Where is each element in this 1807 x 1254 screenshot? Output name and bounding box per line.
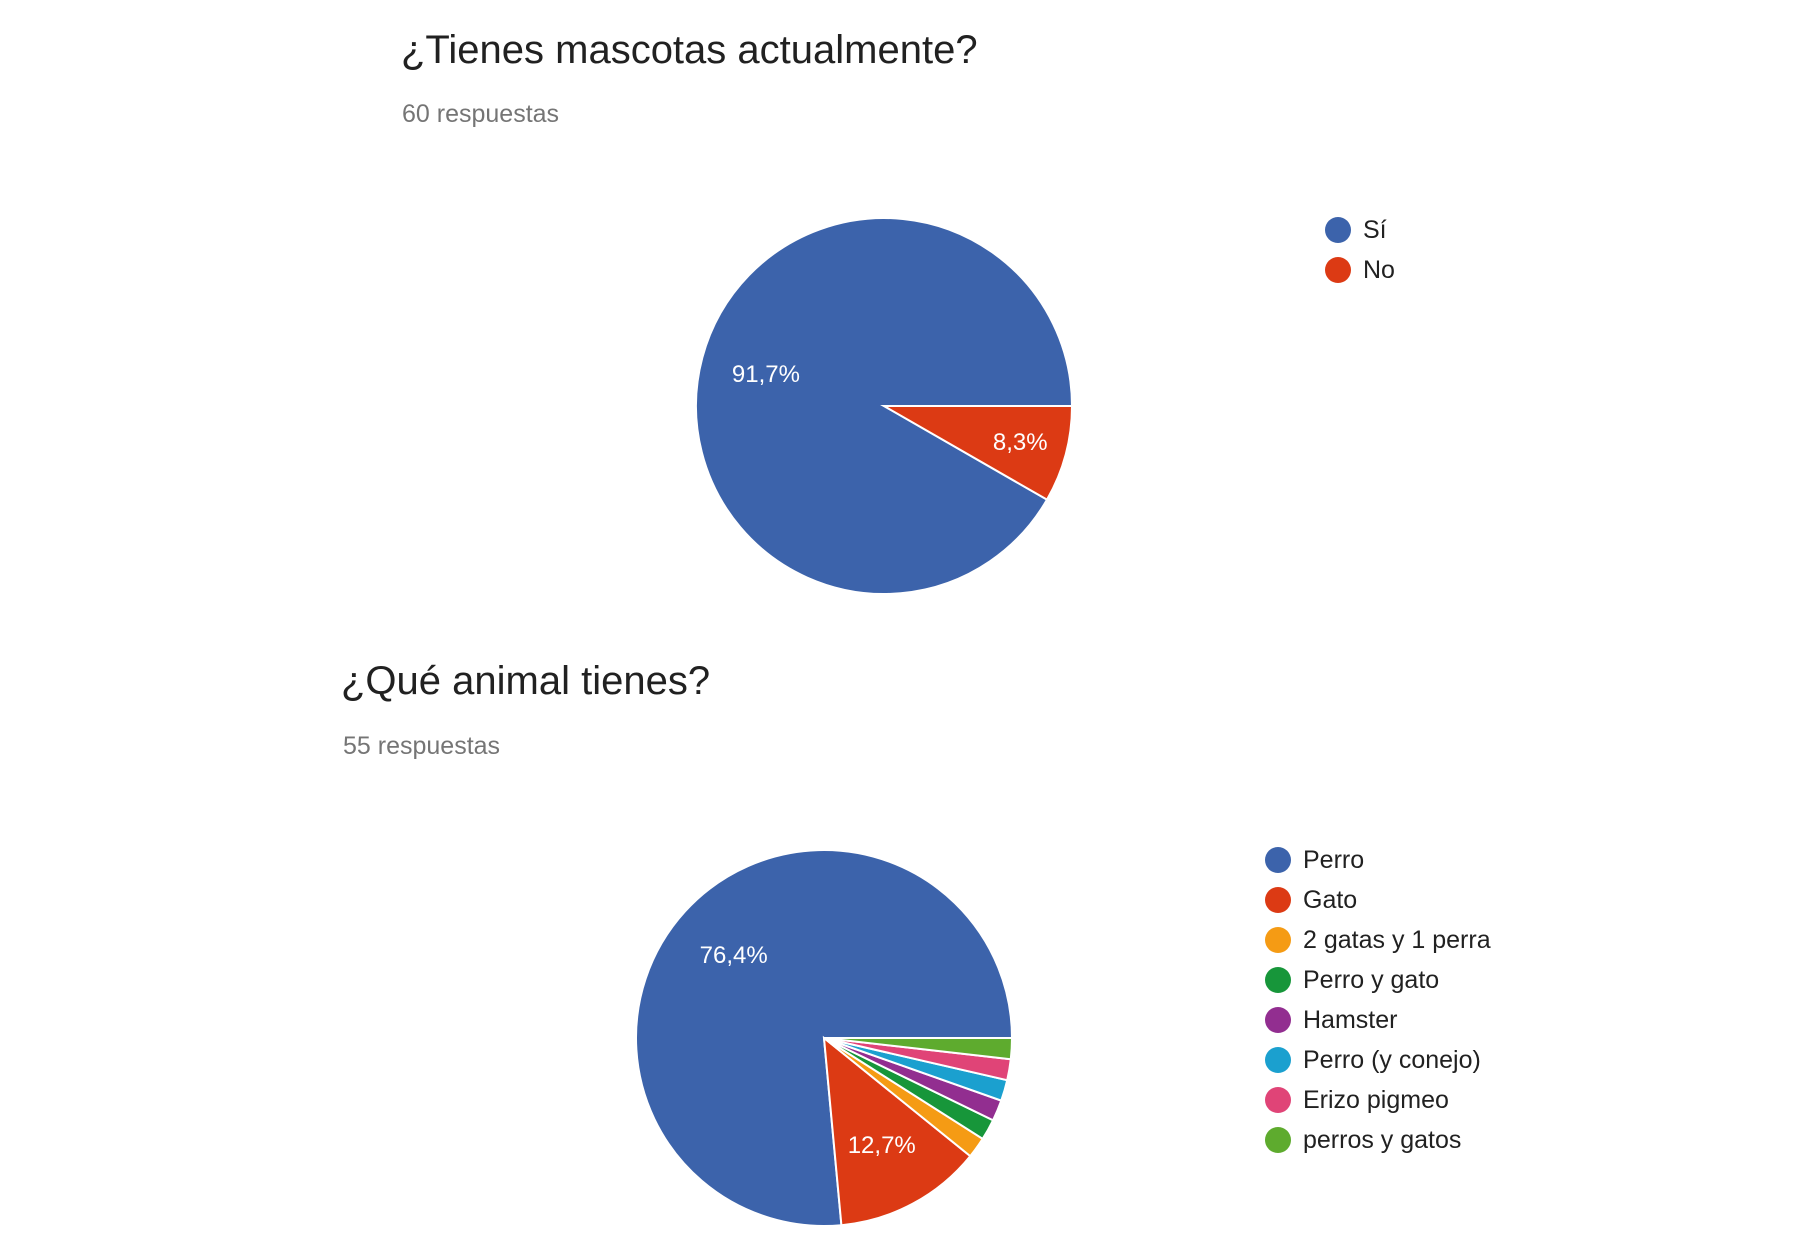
legend-item-2: Gato [1265, 880, 1491, 920]
legend-item-3: 2 gatas y 1 perra [1265, 920, 1491, 960]
legend-label-3: 2 gatas y 1 perra [1303, 925, 1491, 954]
pie-chart-2: 76,4% 12,7% [635, 849, 1014, 1227]
legend-item-5: Hamster [1265, 1000, 1491, 1040]
legend-item-4: Perro y gato [1265, 960, 1491, 1000]
question-2-title: ¿Qué animal tienes? [341, 659, 711, 703]
legend-item-8: perros y gatos [1265, 1120, 1491, 1160]
legend-label-4: Perro y gato [1303, 965, 1440, 994]
legend-item-1: Perro [1265, 840, 1491, 880]
pie-data-label-1: 91,7% [732, 361, 800, 388]
legend-item-7: Erizo pigmeo [1265, 1080, 1491, 1120]
pie-slice-8 [823, 1037, 1014, 1061]
legend-dot-2 [1325, 257, 1351, 283]
question-1-title: ¿Tienes mascotas actualmente? [401, 28, 978, 72]
legend-item-2: No [1325, 250, 1395, 290]
legend-2: Perro Gato 2 gatas y 1 perra Perro y gato Ha… [1265, 840, 1491, 1160]
legend-dot-7 [1265, 1087, 1291, 1113]
legend-label-7: Erizo pigmeo [1303, 1085, 1449, 1114]
legend-label-2: Gato [1303, 885, 1358, 914]
legend-label-5: Hamster [1303, 1005, 1398, 1034]
pie-data-label-2: 8,3% [993, 429, 1048, 456]
legend-label-2: No [1363, 255, 1395, 284]
legend-label-1: Sí [1363, 215, 1387, 244]
legend-1: Sí No [1325, 210, 1395, 290]
pie-chart-1: 91,7% 8,3% [695, 217, 1074, 595]
pie-data-label-2: 12,7% [848, 1132, 916, 1159]
question-2-response-count: 55 respuestas [343, 732, 501, 760]
legend-dot-1 [1325, 217, 1351, 243]
legend-dot-5 [1265, 1007, 1291, 1033]
legend-label-8: perros y gatos [1303, 1125, 1462, 1154]
legend-item-1: Sí [1325, 210, 1395, 250]
legend-dot-6 [1265, 1047, 1291, 1073]
legend-dot-8 [1265, 1127, 1291, 1153]
question-1-response-count: 60 respuestas [402, 100, 560, 128]
legend-dot-1 [1265, 847, 1291, 873]
legend-dot-4 [1265, 967, 1291, 993]
legend-dot-3 [1265, 927, 1291, 953]
legend-dot-2 [1265, 887, 1291, 913]
legend-item-6: Perro (y conejo) [1265, 1040, 1491, 1080]
legend-label-6: Perro (y conejo) [1303, 1045, 1481, 1074]
pie-slice-2 [880, 405, 1074, 502]
legend-label-1: Perro [1303, 845, 1365, 874]
pie-data-label-1: 76,4% [700, 942, 768, 969]
pie-slice-2 [822, 1035, 972, 1227]
